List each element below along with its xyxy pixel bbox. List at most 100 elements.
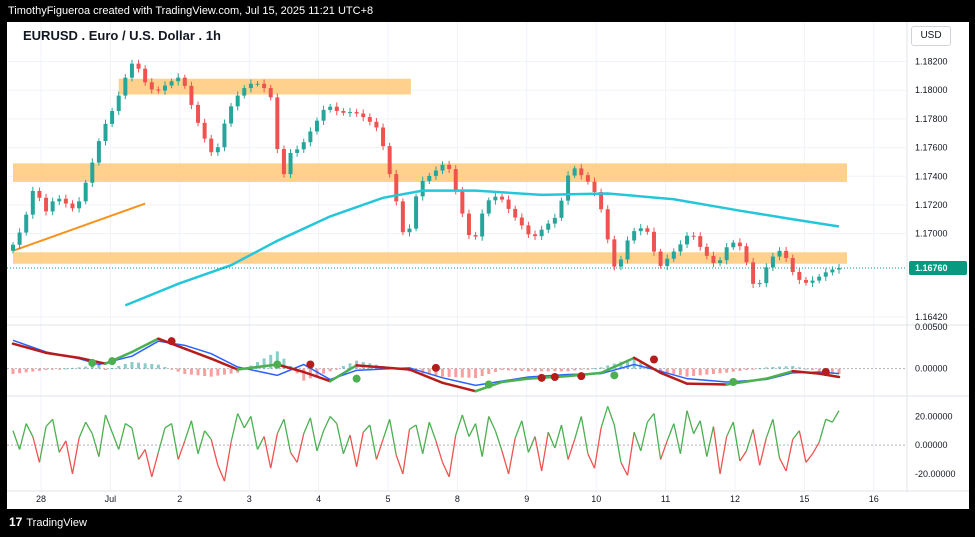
macd-histogram-bar <box>150 364 154 369</box>
osc-line-segment <box>65 440 74 475</box>
candle-body <box>744 246 749 263</box>
y-tick-label: 1.17200 <box>915 200 948 210</box>
macd-histogram-bar <box>672 368 676 374</box>
osc-line-segment <box>812 441 820 455</box>
osc-line-segment <box>217 465 226 482</box>
macd-histogram-bar <box>500 368 504 370</box>
candle-body <box>169 81 174 86</box>
candle-body <box>116 95 121 111</box>
macd-histogram-bar <box>24 368 28 373</box>
last-price-badge <box>909 261 967 276</box>
osc-line-segment <box>554 424 563 449</box>
y-tick-label: 1.18200 <box>915 57 948 67</box>
macd-histogram-bar <box>513 368 517 371</box>
candle-body <box>770 256 775 268</box>
macd-histogram-bar <box>117 366 121 369</box>
macd-signal-segment <box>44 351 81 360</box>
osc-line-segment <box>118 423 126 450</box>
osc-line-segment <box>164 423 172 429</box>
osc-line-segment <box>151 452 160 477</box>
candle-body <box>526 225 531 235</box>
candle-body <box>96 141 101 163</box>
macd-histogram-bar <box>176 368 180 372</box>
macd-histogram-bar <box>804 368 808 370</box>
macd-histogram-bar <box>183 368 187 374</box>
osc-line-segment <box>329 415 338 425</box>
candle-body <box>837 268 841 270</box>
candle-body <box>559 200 564 218</box>
chart-title: EURUSD . Euro / U.S. Dollar . 1h <box>23 28 221 43</box>
osc-line-segment <box>355 432 364 467</box>
osc-line-segment <box>540 432 549 472</box>
macd-histogram-bar <box>526 368 530 372</box>
candle-body <box>222 123 227 148</box>
macd-histogram-bar <box>454 368 458 378</box>
candle-body <box>678 244 683 252</box>
osc-line-segment <box>666 423 675 442</box>
macd-histogram-bar <box>57 368 61 370</box>
trend-line <box>12 202 146 252</box>
x-tick-label: 12 <box>730 494 740 504</box>
osc-line-segment <box>527 436 536 453</box>
osc-line-segment <box>613 424 622 463</box>
chart-svg[interactable]: 28 Jul 2 3 4 5 8 9 10 11 12 15 16 1.18200 1.18000 1.178… <box>7 22 969 509</box>
osc-line-segment <box>507 437 516 475</box>
brand-name[interactable]: TradingView <box>26 517 87 529</box>
candle-body <box>810 280 815 283</box>
candle-body <box>202 122 207 139</box>
macd-signal-segment <box>11 342 48 355</box>
candle-body <box>110 111 115 124</box>
macd-histogram-bar <box>665 368 669 373</box>
currency-button[interactable]: USD <box>911 26 951 46</box>
macd-signal-segment <box>130 337 160 354</box>
macd-histogram-bar <box>44 368 48 370</box>
osc-line-segment <box>567 439 576 460</box>
osc-line-segment <box>170 423 179 460</box>
candle-body <box>361 113 366 118</box>
candle-body <box>301 142 306 150</box>
osc-line-segment <box>739 450 748 462</box>
macd-signal-segment <box>527 374 570 380</box>
osc-line-segment <box>455 414 463 436</box>
candle-body <box>737 242 742 247</box>
candle-body <box>499 196 504 200</box>
osc-line-segment <box>752 429 761 466</box>
macd-cross-dot <box>167 337 176 346</box>
candle-body <box>691 235 696 237</box>
candle-body <box>427 175 432 181</box>
candle-body <box>37 190 42 198</box>
macd-signal-segment <box>685 382 728 386</box>
osc-line-segment <box>818 419 827 443</box>
chart-canvas[interactable]: 28 Jul 2 3 4 5 8 9 10 11 12 15 16 1.18200 1.18000 1.178… <box>7 22 969 509</box>
macd-histogram-bar <box>487 368 491 374</box>
macd-histogram-bar <box>533 368 537 372</box>
macd-signal-segment <box>659 371 689 385</box>
candle-body <box>453 169 458 191</box>
candle-body <box>348 112 353 114</box>
candle-body <box>400 201 405 233</box>
osc-y-tick: 0.00000 <box>915 440 948 450</box>
macd-histogram-bar <box>51 368 55 370</box>
macd-signal-segment <box>791 369 821 375</box>
candle-body <box>341 111 346 113</box>
osc-line-segment <box>45 418 54 427</box>
osc-line-segment <box>831 410 840 423</box>
candle-body <box>757 283 762 285</box>
osc-line-segment <box>785 439 794 472</box>
macd-signal-segment <box>209 357 239 371</box>
candle-body <box>433 170 438 176</box>
candle-body <box>447 164 452 170</box>
osc-line-segment <box>428 421 437 442</box>
macd-histogram-bar <box>189 368 193 375</box>
macd-histogram-bar <box>282 358 286 369</box>
support-resistance-zone <box>13 163 847 182</box>
macd-cross-dot <box>729 378 738 386</box>
osc-line-segment <box>699 420 708 457</box>
macd-histogram-bar <box>64 368 68 370</box>
tradingview-logo-icon[interactable]: 17 <box>9 515 23 529</box>
osc-line-segment <box>256 436 265 450</box>
candle-body <box>460 190 465 214</box>
candle-body <box>288 152 293 175</box>
macd-histogram-bar <box>137 362 141 369</box>
macd-histogram-bar <box>447 368 451 377</box>
